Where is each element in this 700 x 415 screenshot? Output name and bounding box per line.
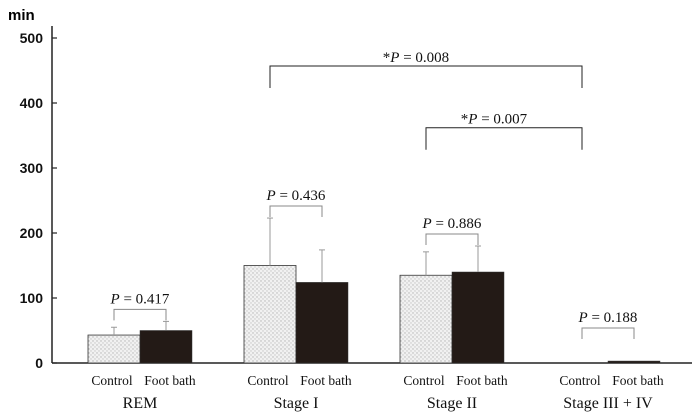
bar [607, 360, 661, 364]
p-value-label: P = 0.436 [266, 188, 326, 204]
bar [451, 271, 505, 364]
bar-category-label: Control [247, 373, 289, 388]
group-bracket [269, 205, 323, 218]
bar-category-label: Control [91, 373, 133, 388]
axis-labels: Control Foot bath REM Control Foot bath Stage… [91, 373, 664, 412]
bar-category-label: Foot bath [456, 373, 508, 388]
group-bracket [581, 327, 635, 339]
y-tick-label: 400 [20, 95, 44, 111]
group-bracket [113, 308, 167, 321]
bar-category-label: Foot bath [300, 373, 352, 388]
group-bracket [425, 233, 479, 245]
group-label: Stage II [427, 395, 477, 412]
bar-category-label: Foot bath [612, 373, 664, 388]
bar [295, 282, 349, 364]
bar [139, 330, 193, 364]
cross-p-value-label: *P = 0.007 [461, 112, 528, 128]
y-tick-label: 0 [35, 355, 43, 371]
y-unit-label: min [8, 7, 35, 24]
p-value-label: P = 0.188 [578, 310, 638, 326]
p-value-label: P = 0.886 [422, 216, 482, 232]
cross-bracket [425, 127, 583, 150]
cross-p-value-label: *P = 0.008 [383, 50, 449, 66]
comparison-brackets: P = 0.417 P = 0.436 P = 0.886 P = 0.188 *P =… [110, 50, 638, 339]
y-tick-label: 300 [20, 160, 44, 176]
p-value-label: P = 0.417 [110, 291, 170, 307]
bar [399, 274, 453, 364]
bar-category-label: Control [403, 373, 445, 388]
bar [243, 265, 297, 364]
bar-category-label: Control [559, 373, 601, 388]
group-label: Stage I [274, 395, 319, 412]
bars [87, 217, 661, 364]
group-label: REM [123, 395, 158, 412]
bar [87, 334, 141, 364]
bar-category-label: Foot bath [144, 373, 196, 388]
y-tick-label: 100 [20, 290, 44, 306]
cross-bracket [269, 65, 583, 88]
y-tick-label: 200 [20, 225, 44, 241]
group-label: Stage III + IV [563, 395, 653, 412]
y-tick-label: 500 [20, 30, 44, 46]
